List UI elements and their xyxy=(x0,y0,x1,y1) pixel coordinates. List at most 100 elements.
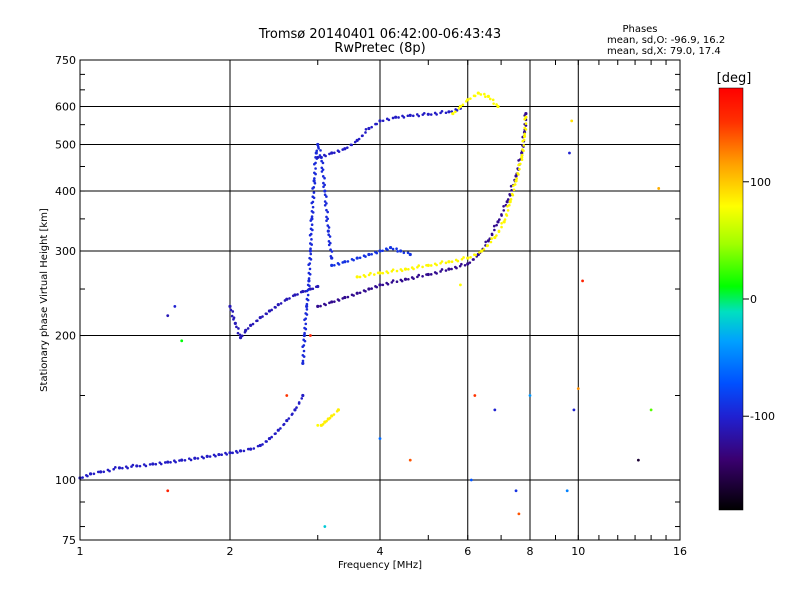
data-point xyxy=(488,237,492,241)
data-point xyxy=(296,293,299,296)
data-point xyxy=(330,250,334,253)
data-point xyxy=(429,273,433,276)
data-point xyxy=(337,150,341,153)
data-point xyxy=(251,322,255,326)
data-point xyxy=(323,525,327,528)
data-point xyxy=(325,202,328,205)
data-point xyxy=(117,466,122,470)
data-point xyxy=(513,183,517,186)
x-tick-label: 2 xyxy=(227,545,234,558)
data-point xyxy=(363,275,367,278)
data-point xyxy=(99,470,103,474)
data-point xyxy=(491,98,495,102)
data-point xyxy=(484,240,487,244)
data-point xyxy=(469,478,473,482)
y-tick-label: 750 xyxy=(55,54,76,67)
data-point xyxy=(305,308,309,311)
data-point xyxy=(440,268,444,271)
data-point xyxy=(353,140,357,144)
data-point xyxy=(319,155,322,159)
data-point xyxy=(265,440,268,443)
data-point xyxy=(163,461,167,464)
data-point xyxy=(343,260,347,264)
data-point xyxy=(327,243,331,247)
data-point xyxy=(370,125,373,129)
data-point xyxy=(450,267,453,271)
data-point xyxy=(135,464,139,468)
data-point xyxy=(435,272,438,275)
y-axis-label: Stationary phase Virtual Height [km] xyxy=(39,208,50,392)
data-point xyxy=(337,299,341,302)
data-point xyxy=(310,215,314,218)
data-point xyxy=(387,118,391,122)
data-point xyxy=(473,394,477,397)
data-point xyxy=(509,198,513,201)
data-point xyxy=(333,151,336,155)
data-point xyxy=(369,271,372,275)
data-point xyxy=(508,193,511,196)
data-points xyxy=(78,91,661,528)
data-point xyxy=(258,443,262,448)
data-point xyxy=(151,462,155,466)
data-point xyxy=(425,273,428,276)
data-point xyxy=(323,203,327,207)
data-point xyxy=(444,261,448,265)
data-point xyxy=(372,273,376,276)
data-point xyxy=(327,240,331,243)
data-point xyxy=(447,260,451,264)
data-point xyxy=(480,249,484,253)
data-point xyxy=(341,297,345,300)
data-point xyxy=(304,317,308,320)
data-point xyxy=(240,334,244,338)
data-point xyxy=(313,177,316,180)
x-tick-label: 6 xyxy=(464,545,471,558)
data-point xyxy=(522,134,527,138)
data-point xyxy=(375,122,379,126)
y-tick-label: 400 xyxy=(55,185,76,198)
data-point xyxy=(514,489,518,493)
data-point xyxy=(361,134,364,137)
data-point xyxy=(276,302,280,307)
data-point xyxy=(636,458,640,462)
data-point xyxy=(300,397,304,400)
data-point xyxy=(497,229,501,233)
data-point xyxy=(308,262,312,265)
data-point xyxy=(327,226,331,229)
data-point xyxy=(486,94,490,98)
data-point xyxy=(435,263,438,267)
data-point xyxy=(478,251,481,254)
data-point xyxy=(236,451,239,454)
data-point xyxy=(492,224,496,228)
data-point xyxy=(483,92,486,96)
data-point xyxy=(309,227,313,231)
data-point xyxy=(474,253,477,257)
data-point xyxy=(309,219,313,222)
data-point xyxy=(309,247,312,250)
data-point xyxy=(407,267,410,271)
data-point xyxy=(306,288,310,292)
data-point xyxy=(482,248,486,251)
data-point xyxy=(335,410,339,413)
data-point xyxy=(581,279,584,283)
data-point xyxy=(388,245,393,250)
data-point xyxy=(183,458,187,462)
data-point xyxy=(305,304,309,309)
data-point xyxy=(261,443,264,446)
data-point xyxy=(456,259,460,263)
data-point xyxy=(421,275,424,278)
data-point xyxy=(370,287,373,290)
data-point xyxy=(355,256,359,260)
data-point xyxy=(321,423,325,426)
data-point xyxy=(301,393,305,398)
data-point xyxy=(86,474,89,478)
data-point xyxy=(96,470,100,474)
data-point xyxy=(523,132,527,136)
data-point xyxy=(502,220,506,224)
data-point xyxy=(490,232,494,236)
data-point xyxy=(287,417,291,420)
data-point xyxy=(316,142,320,147)
data-point xyxy=(496,220,500,224)
data-point xyxy=(400,269,404,273)
data-point xyxy=(322,181,325,185)
data-point xyxy=(308,256,311,260)
